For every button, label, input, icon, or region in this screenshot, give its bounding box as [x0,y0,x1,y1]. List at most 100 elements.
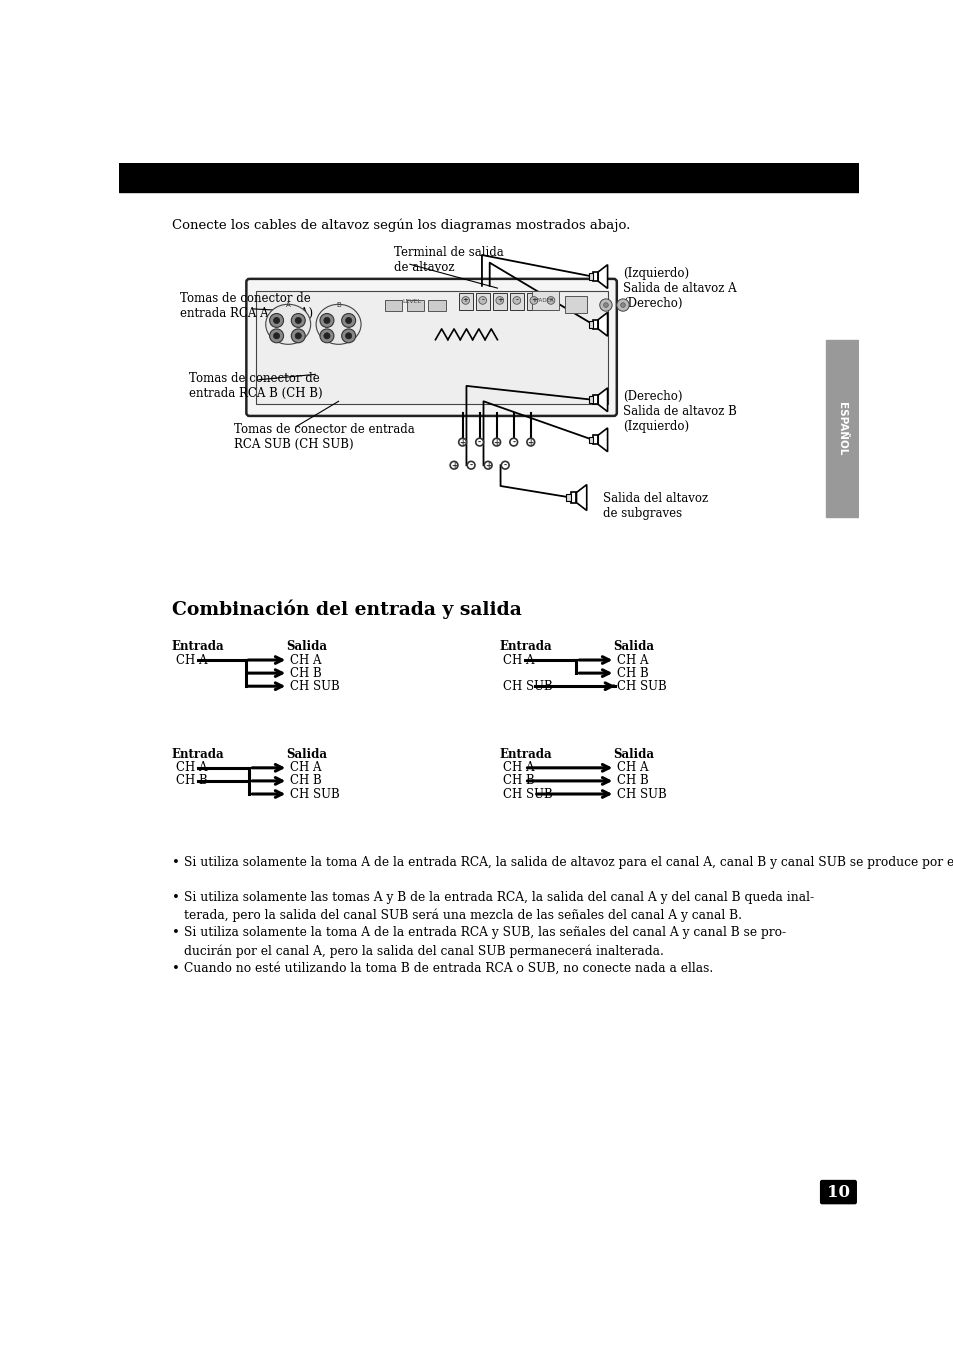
Text: +: + [497,298,502,304]
Circle shape [461,297,469,305]
Bar [493,294,506,310]
Text: -: - [515,298,517,304]
Text: +: + [493,438,499,447]
Text: CH A: CH A [290,762,321,774]
Text: •: • [172,892,179,904]
Polygon shape [576,485,586,511]
Bar [593,320,598,329]
Circle shape [620,302,624,308]
Bar [588,397,593,402]
Text: Entrada: Entrada [498,640,551,653]
Bar [406,301,423,312]
Text: 10: 10 [826,1183,849,1201]
Circle shape [546,297,555,305]
Text: LEVEL: LEVEL [402,298,421,304]
Text: -: - [480,298,484,304]
Text: +: + [531,298,537,304]
Ellipse shape [315,305,360,344]
Text: CH A: CH A [502,653,534,667]
Text: CH B: CH B [175,775,208,787]
Bar [255,291,607,404]
Circle shape [458,438,466,446]
Bar [588,321,593,328]
Bar [565,495,571,501]
Text: CH B: CH B [502,775,534,787]
Text: A: A [286,302,291,308]
Text: CH SUB: CH SUB [502,787,552,801]
Circle shape [603,302,608,308]
Text: CH B: CH B [290,667,321,680]
Bar [593,435,598,444]
Text: Si utiliza solamente las tomas A y B de la entrada RCA, la salida del canal A y : Si utiliza solamente las tomas A y B de … [184,892,814,923]
Circle shape [291,329,305,343]
Circle shape [599,299,612,312]
Text: +: + [484,461,491,470]
Text: •: • [172,962,179,974]
Text: +: + [462,298,468,304]
Bar [571,492,576,503]
Text: Combinación del entrada y salida: Combinación del entrada y salida [172,600,521,619]
Circle shape [345,317,352,324]
Text: CH SUB: CH SUB [617,680,666,692]
Bar [532,291,558,310]
Bar [588,436,593,443]
Text: CH A: CH A [290,653,321,667]
Text: CH SUB: CH SUB [502,680,552,692]
Bar [458,294,472,310]
Circle shape [345,333,352,339]
Circle shape [294,333,301,339]
Text: FADER: FADER [536,298,554,304]
Text: Salida: Salida [286,640,327,653]
Circle shape [513,297,520,305]
Text: Si utiliza solamente la toma A de la entrada RCA y SUB, las señales del canal A : Si utiliza solamente la toma A de la ent… [184,927,785,958]
Text: CH B: CH B [617,667,648,680]
Text: -: - [549,298,552,304]
Circle shape [319,329,334,343]
Polygon shape [598,264,607,289]
Bar [588,274,593,280]
Circle shape [530,297,537,305]
FancyBboxPatch shape [246,279,617,416]
Circle shape [526,438,534,446]
Bar [385,301,402,312]
Polygon shape [598,313,607,336]
Text: Entrada: Entrada [498,748,551,760]
Circle shape [323,333,330,339]
Circle shape [617,299,629,312]
Text: •: • [172,855,179,869]
Text: (Izquierdo)
Salida de altavoz A
(Derecho): (Izquierdo) Salida de altavoz A (Derecho… [622,267,736,309]
Text: CH SUB: CH SUB [290,680,339,692]
Text: Salida: Salida [286,748,327,760]
Text: ESPAÑOL: ESPAÑOL [837,401,846,455]
Text: CH A: CH A [617,762,648,774]
Text: Entrada: Entrada [172,640,224,653]
Circle shape [467,461,475,469]
Text: +: + [527,438,534,447]
Text: -: - [469,461,472,470]
Text: CH A: CH A [502,762,534,774]
Text: CH B: CH B [290,775,321,787]
Text: Salida del altavoz
de subgraves: Salida del altavoz de subgraves [602,492,707,520]
Ellipse shape [266,305,311,344]
Text: -: - [512,438,515,447]
Bar [428,301,445,312]
Circle shape [341,329,355,343]
Circle shape [341,313,355,328]
FancyBboxPatch shape [820,1180,856,1203]
Circle shape [294,317,301,324]
Circle shape [478,297,486,305]
Circle shape [291,313,305,328]
Text: CH SUB: CH SUB [290,787,339,801]
Text: (Derecho)
Salida de altavoz B
(Izquierdo): (Derecho) Salida de altavoz B (Izquierdo… [622,390,736,432]
Bar [476,294,489,310]
Text: CH A: CH A [175,762,207,774]
Circle shape [270,329,283,343]
Circle shape [323,317,330,324]
Text: Si utiliza solamente la toma A de la entrada RCA, la salida de altavoz para el c: Si utiliza solamente la toma A de la ent… [184,855,953,869]
Circle shape [484,461,492,469]
Circle shape [476,438,483,446]
Text: -: - [503,461,506,470]
Text: Conecte los cables de altavoz según los diagramas mostrados abajo.: Conecte los cables de altavoz según los … [172,218,630,232]
Circle shape [319,313,334,328]
Text: CH SUB: CH SUB [617,787,666,801]
